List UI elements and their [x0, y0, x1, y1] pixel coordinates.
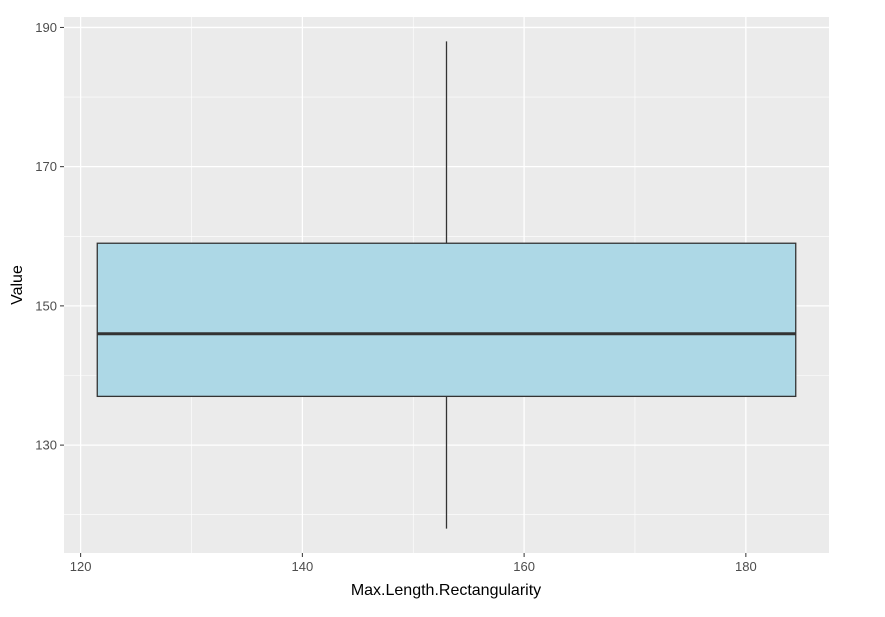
y-tick-label: 190: [35, 20, 57, 35]
box-layer: [96, 41, 797, 529]
y-axis: 130 150 170 190: [35, 20, 64, 453]
x-tick-label: 180: [735, 559, 757, 574]
x-tick-label: 140: [292, 559, 314, 574]
x-axis: 120 140 160 180: [70, 553, 757, 574]
y-tick-label: 150: [35, 298, 57, 313]
y-tick-label: 170: [35, 159, 57, 174]
x-tick-label: 160: [513, 559, 535, 574]
y-tick-label: 130: [35, 438, 57, 453]
y-axis-title: Value: [9, 265, 26, 305]
box-iqr: [96, 242, 797, 398]
x-axis-title: Max.Length.Rectangularity: [351, 582, 541, 599]
x-tick-label: 120: [70, 559, 92, 574]
